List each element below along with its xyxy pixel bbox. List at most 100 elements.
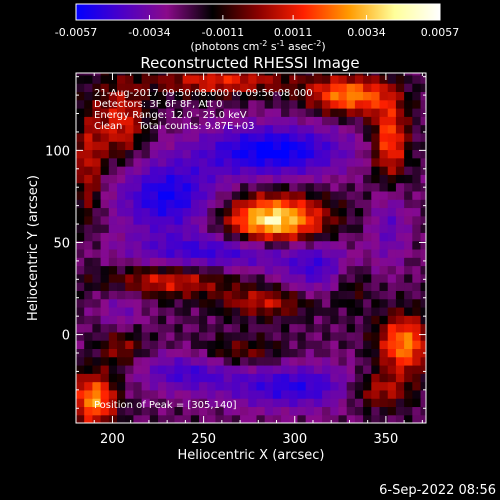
heatmap-cell — [346, 273, 356, 283]
heatmap-cell — [231, 73, 241, 76]
heatmap-cell — [313, 124, 323, 134]
heatmap-cell — [223, 315, 233, 325]
heatmap-cell — [141, 240, 151, 250]
heatmap-cell — [223, 298, 233, 308]
heatmap-cell — [166, 290, 176, 300]
heatmap-cell — [248, 265, 258, 275]
heatmap-cell — [174, 364, 184, 374]
heatmap-cell — [240, 240, 249, 250]
heatmap-cell — [272, 282, 282, 291]
heatmap-cell — [125, 290, 135, 300]
heatmap-cell — [256, 73, 266, 76]
heatmap-cell — [199, 389, 208, 399]
heatmap-cell — [412, 306, 422, 316]
heatmap-cell — [141, 91, 151, 101]
heatmap-cell — [92, 91, 102, 101]
heatmap-cell — [363, 116, 372, 126]
heatmap-cell — [330, 356, 340, 366]
heatmap-cell — [149, 414, 159, 423]
heatmap-cell — [190, 132, 200, 142]
heatmap-cell — [125, 356, 135, 366]
heatmap-cell — [182, 190, 192, 200]
heatmap-cell — [412, 348, 422, 358]
heatmap-cell — [289, 389, 299, 399]
heatmap-cell — [100, 298, 110, 308]
heatmap-cell — [371, 74, 381, 84]
heatmap-cell — [117, 190, 126, 200]
heatmap-cell — [207, 174, 217, 184]
heatmap-cell — [338, 232, 348, 242]
heatmap-cell — [174, 207, 184, 217]
heatmap-cell — [371, 398, 381, 408]
heatmap-cell — [149, 364, 159, 374]
heatmap-cell — [412, 381, 422, 391]
heatmap-cell — [133, 381, 143, 391]
heatmap-cell — [199, 373, 208, 383]
heatmap-cell — [346, 99, 356, 109]
heatmap-cell — [264, 298, 274, 308]
heatmap-cell — [125, 232, 135, 242]
heatmap-cell — [158, 91, 167, 101]
heatmap-cell — [354, 273, 364, 283]
heatmap-cell — [412, 132, 422, 142]
heatmap-cell — [371, 166, 381, 175]
heatmap-cell — [207, 73, 217, 76]
timestamp: 6-Sep-2022 08:56 — [379, 483, 496, 498]
heatmap-cell — [223, 157, 233, 167]
heatmap-cell — [207, 265, 217, 275]
heatmap-cell — [330, 157, 340, 167]
heatmap-cell — [379, 273, 389, 283]
heatmap-cell — [158, 356, 167, 366]
heatmap-cell — [199, 99, 208, 109]
heatmap-cell — [248, 240, 258, 250]
heatmap-cell — [190, 157, 200, 167]
heatmap-cell — [404, 248, 413, 258]
heatmap-cell — [149, 232, 159, 242]
heatmap-cell — [231, 364, 241, 374]
heatmap-cell — [281, 166, 290, 175]
heatmap-cell — [420, 315, 426, 325]
heatmap-cell — [404, 116, 413, 126]
heatmap-cell — [264, 157, 274, 167]
heatmap-cell — [412, 116, 422, 126]
heatmap-cell — [199, 149, 208, 159]
heatmap-cell — [289, 265, 299, 275]
heatmap-cell — [248, 323, 258, 333]
heatmap-cell — [387, 91, 397, 101]
heatmap-cell — [404, 414, 413, 423]
heatmap-cell — [149, 290, 159, 300]
heatmap-cell — [108, 99, 118, 109]
heatmap-cell — [379, 149, 389, 159]
heatmap-cell — [395, 132, 405, 142]
x-axis: 200 250 300 350 — [75, 73, 423, 447]
heatmap-cell — [354, 364, 364, 374]
heatmap-cell — [76, 298, 85, 308]
annotation-clean-counts: Clean Total counts: 9.87E+03 — [94, 121, 254, 132]
heatmap-cell — [297, 381, 307, 391]
heatmap-cell — [395, 182, 405, 192]
heatmap-cell — [305, 141, 315, 151]
heatmap-cell — [305, 124, 315, 134]
heatmap-cell — [84, 398, 93, 408]
heatmap-cell — [305, 215, 315, 225]
heatmap-cell — [330, 389, 340, 399]
heatmap-cell — [117, 282, 126, 291]
heatmap-cell — [141, 141, 151, 151]
heatmap-cell — [223, 356, 233, 366]
heatmap-cell — [207, 141, 217, 151]
heatmap-cell — [281, 282, 290, 291]
heatmap-cell — [420, 149, 426, 159]
heatmap-cell — [92, 116, 102, 126]
heatmap-cell — [84, 373, 93, 383]
heatmap-cell — [272, 398, 282, 408]
heatmap-cell — [182, 124, 192, 134]
heatmap-cell — [272, 340, 282, 349]
heatmap-cell — [305, 182, 315, 192]
heatmap-cell — [174, 83, 184, 93]
heatmap-cell — [215, 248, 225, 258]
heatmap-cell — [354, 298, 364, 308]
heatmap-cell — [215, 398, 225, 408]
heatmap-cell — [174, 174, 184, 184]
heatmap-cell — [379, 398, 389, 408]
heatmap-cell — [354, 124, 364, 134]
